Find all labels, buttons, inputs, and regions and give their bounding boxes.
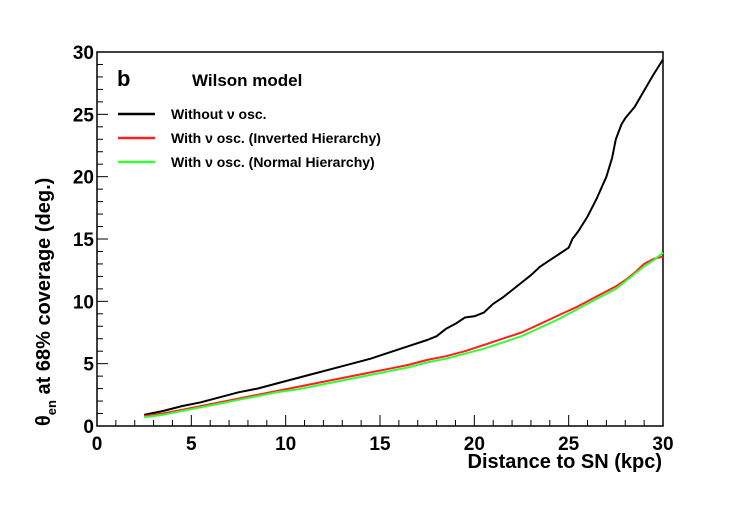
y-tick-label: 0 [83, 417, 94, 438]
y-tick-label: 25 [73, 105, 95, 126]
y-tick-label: 30 [73, 43, 94, 64]
x-tick-label: 5 [186, 434, 197, 455]
y-tick-label: 15 [73, 230, 95, 251]
axis-ticks [96, 51, 664, 427]
x-tick-label: 0 [92, 434, 103, 455]
x-axis-title: Distance to SN (kpc) [468, 451, 662, 473]
legend-label-3: With ν osc. (Normal Hierarchy) [171, 154, 375, 170]
y-tick-label: 5 [83, 355, 94, 376]
series-line-3 [144, 251, 664, 419]
y-axis-title-symbol: θ [33, 415, 55, 426]
y-tick-label: 10 [73, 292, 94, 313]
x-tick-label: 25 [558, 434, 580, 455]
chart-title: Wilson model [192, 71, 302, 90]
x-tick-label: 30 [652, 434, 673, 455]
x-tick-label: 10 [275, 434, 296, 455]
legend-label-1: Without ν osc. [171, 106, 267, 122]
panel-label: b [117, 66, 130, 91]
series-line-2 [144, 255, 664, 417]
legend-label-2: With ν osc. (Inverted Hierarchy) [171, 130, 381, 146]
x-tick-label: 20 [464, 434, 485, 455]
y-axis-title-text: at 68% coverage (deg.) [33, 178, 55, 400]
series-layer [144, 58, 664, 419]
y-axis-title: θen at 68% coverage (deg.) [33, 178, 59, 426]
y-axis-title-subscript: en [44, 400, 59, 415]
series-line-1 [144, 58, 664, 416]
tick-labels: 0 5 10 15 20 25 30 0 5 10 15 20 25 30 [73, 43, 674, 455]
x-tick-label: 15 [369, 434, 391, 455]
y-tick-label: 20 [73, 168, 94, 189]
legend: Without ν osc. With ν osc. (Inverted Hier… [118, 106, 381, 170]
